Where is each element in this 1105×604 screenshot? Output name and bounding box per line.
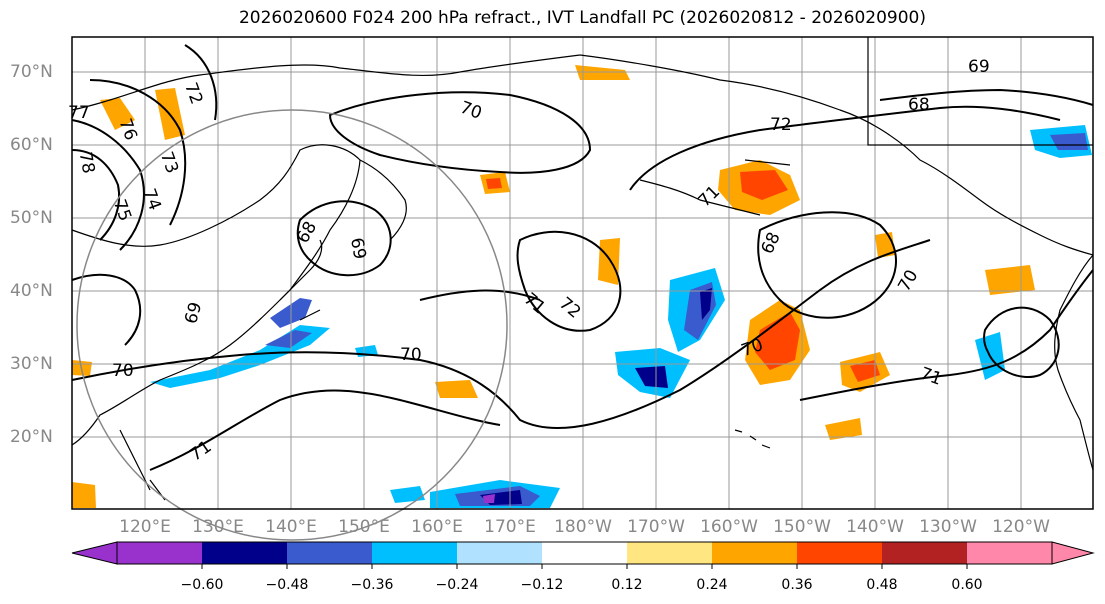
ivt-pos-sw: [72, 482, 96, 508]
ivt-pos-canada-2: [985, 265, 1035, 295]
ivt-blob-alaska-core: [1050, 133, 1088, 150]
lon-label: 120°W: [992, 517, 1050, 537]
colorbar-tick-label: −0.60: [180, 577, 224, 593]
lon-label: 150°W: [773, 517, 831, 537]
lat-label-60n: 60°N: [10, 135, 53, 155]
contour-70-north: [328, 91, 592, 174]
lat-label-50n: 50°N: [10, 208, 53, 228]
colorbar-tick-label: 0.60: [951, 577, 983, 593]
ivt-blob-ne-pacific-deep: [700, 288, 712, 320]
colorbar-tick-label: −0.48: [265, 577, 309, 593]
contour-label: 77: [68, 103, 90, 123]
lon-label: 120°E: [119, 517, 171, 537]
contour-72-north: [184, 44, 218, 121]
colorbar-segment: [542, 542, 627, 564]
contour-label: 70: [112, 361, 134, 381]
colorbar-segment: [372, 542, 457, 564]
colorbar-extend-left: [71, 541, 118, 565]
ivt-pos-east-pacific-2-core: [850, 360, 880, 382]
colorbar-tick-label: −0.36: [350, 577, 394, 593]
ivt-pos-pacific-west: [435, 380, 478, 398]
lon-label: 160°E: [411, 517, 463, 537]
colorbar: [71, 541, 1095, 569]
contour-label: 69: [968, 57, 990, 77]
colorbar-segment: [202, 542, 287, 564]
colorbar-tick-label: 0.24: [696, 577, 728, 593]
contour-72-east: [799, 269, 1094, 401]
colorbar-segment: [712, 542, 797, 564]
refractivity-contours: [71, 44, 1094, 471]
coast-aleutians: [639, 159, 791, 216]
ivt-pos-tropical: [825, 418, 862, 440]
contour-71-south: [149, 389, 501, 471]
coast-alaska: [579, 54, 1094, 256]
ivt-pos-pacific-mid: [598, 238, 620, 285]
colorbar-outline: [116, 541, 1053, 565]
reference-circle: [76, 109, 508, 541]
lat-label-30n: 30°N: [10, 354, 53, 374]
contour-68-loop: [757, 211, 897, 319]
colorbar-segment: [967, 542, 1052, 564]
colorbar-tick-label: 0.36: [781, 577, 813, 593]
lon-label: 150°E: [338, 517, 390, 537]
lon-label: 140°E: [265, 517, 317, 537]
contour-label: 70: [400, 345, 422, 365]
coast-japan: [279, 239, 323, 321]
contour-69-east: [983, 306, 1060, 378]
coastlines: [71, 37, 1094, 501]
colorbar-segment: [287, 542, 372, 564]
ivt-blob-small-1: [390, 486, 425, 503]
colorbar-segment: [797, 542, 882, 564]
contour-label: 78: [75, 150, 98, 175]
map-title: 2026020600 F024 200 hPa refract., IVT La…: [238, 8, 926, 28]
colorbar-tick-label: −0.12: [520, 577, 564, 593]
ivt-pos-mid-core: [486, 178, 502, 189]
contour-label: 72: [770, 115, 792, 135]
colorbar-segment: [117, 542, 202, 564]
colorbar-segment: [627, 542, 712, 564]
lon-label: 180°W: [554, 517, 612, 537]
lon-label: 140°W: [846, 517, 904, 537]
coast-canada: [867, 37, 1093, 146]
lon-label: 170°E: [484, 517, 536, 537]
contour-label: 68: [908, 95, 930, 115]
contour-label: 69: [346, 236, 369, 261]
contour-siberia-1: [71, 119, 145, 251]
ivt-pos-east-pacific-core: [755, 312, 800, 370]
colorbar-tick-label: 0.12: [611, 577, 643, 593]
ivt-pos-bering-core: [740, 170, 788, 200]
map-frame: [71, 36, 1094, 510]
ivt-pos-siberia: [100, 98, 135, 130]
contour-siberia-3: [89, 79, 187, 226]
coast-asia: [71, 54, 581, 446]
contour-71-west: [71, 273, 142, 346]
lat-label-40n: 40°N: [10, 281, 53, 301]
ivt-blob-central-pacific-core: [635, 366, 668, 388]
ivt-blob-kuroshio-core: [265, 330, 312, 348]
contour-69-arctic: [879, 88, 1094, 106]
ivt-blob-south-purple: [483, 494, 495, 503]
contour-71-mid: [516, 230, 622, 332]
contour-mid-pacific: [419, 289, 541, 301]
contour-70-west: [71, 239, 931, 430]
coast-hawaii: [734, 429, 771, 449]
colorbar-segment: [882, 542, 967, 564]
lat-label-70n: 70°N: [10, 62, 53, 82]
colorbar-extend-right: [1051, 541, 1095, 565]
contour-70-bering: [629, 105, 1061, 191]
lat-label-20n: 20°N: [10, 427, 53, 447]
lon-label: 130°E: [192, 517, 244, 537]
coast-kamchatka: [359, 159, 407, 241]
colorbar-tick-label: 0.48: [866, 577, 898, 593]
lon-label: 160°W: [700, 517, 758, 537]
lon-label: 170°W: [627, 517, 685, 537]
lon-label: 130°W: [919, 517, 977, 537]
colorbar-tick-label: −0.24: [435, 577, 479, 593]
contour-68-japan: [296, 200, 392, 277]
colorbar-segment: [457, 542, 542, 564]
contour-siberia-2: [71, 149, 120, 241]
coast-na-west: [1054, 254, 1094, 471]
